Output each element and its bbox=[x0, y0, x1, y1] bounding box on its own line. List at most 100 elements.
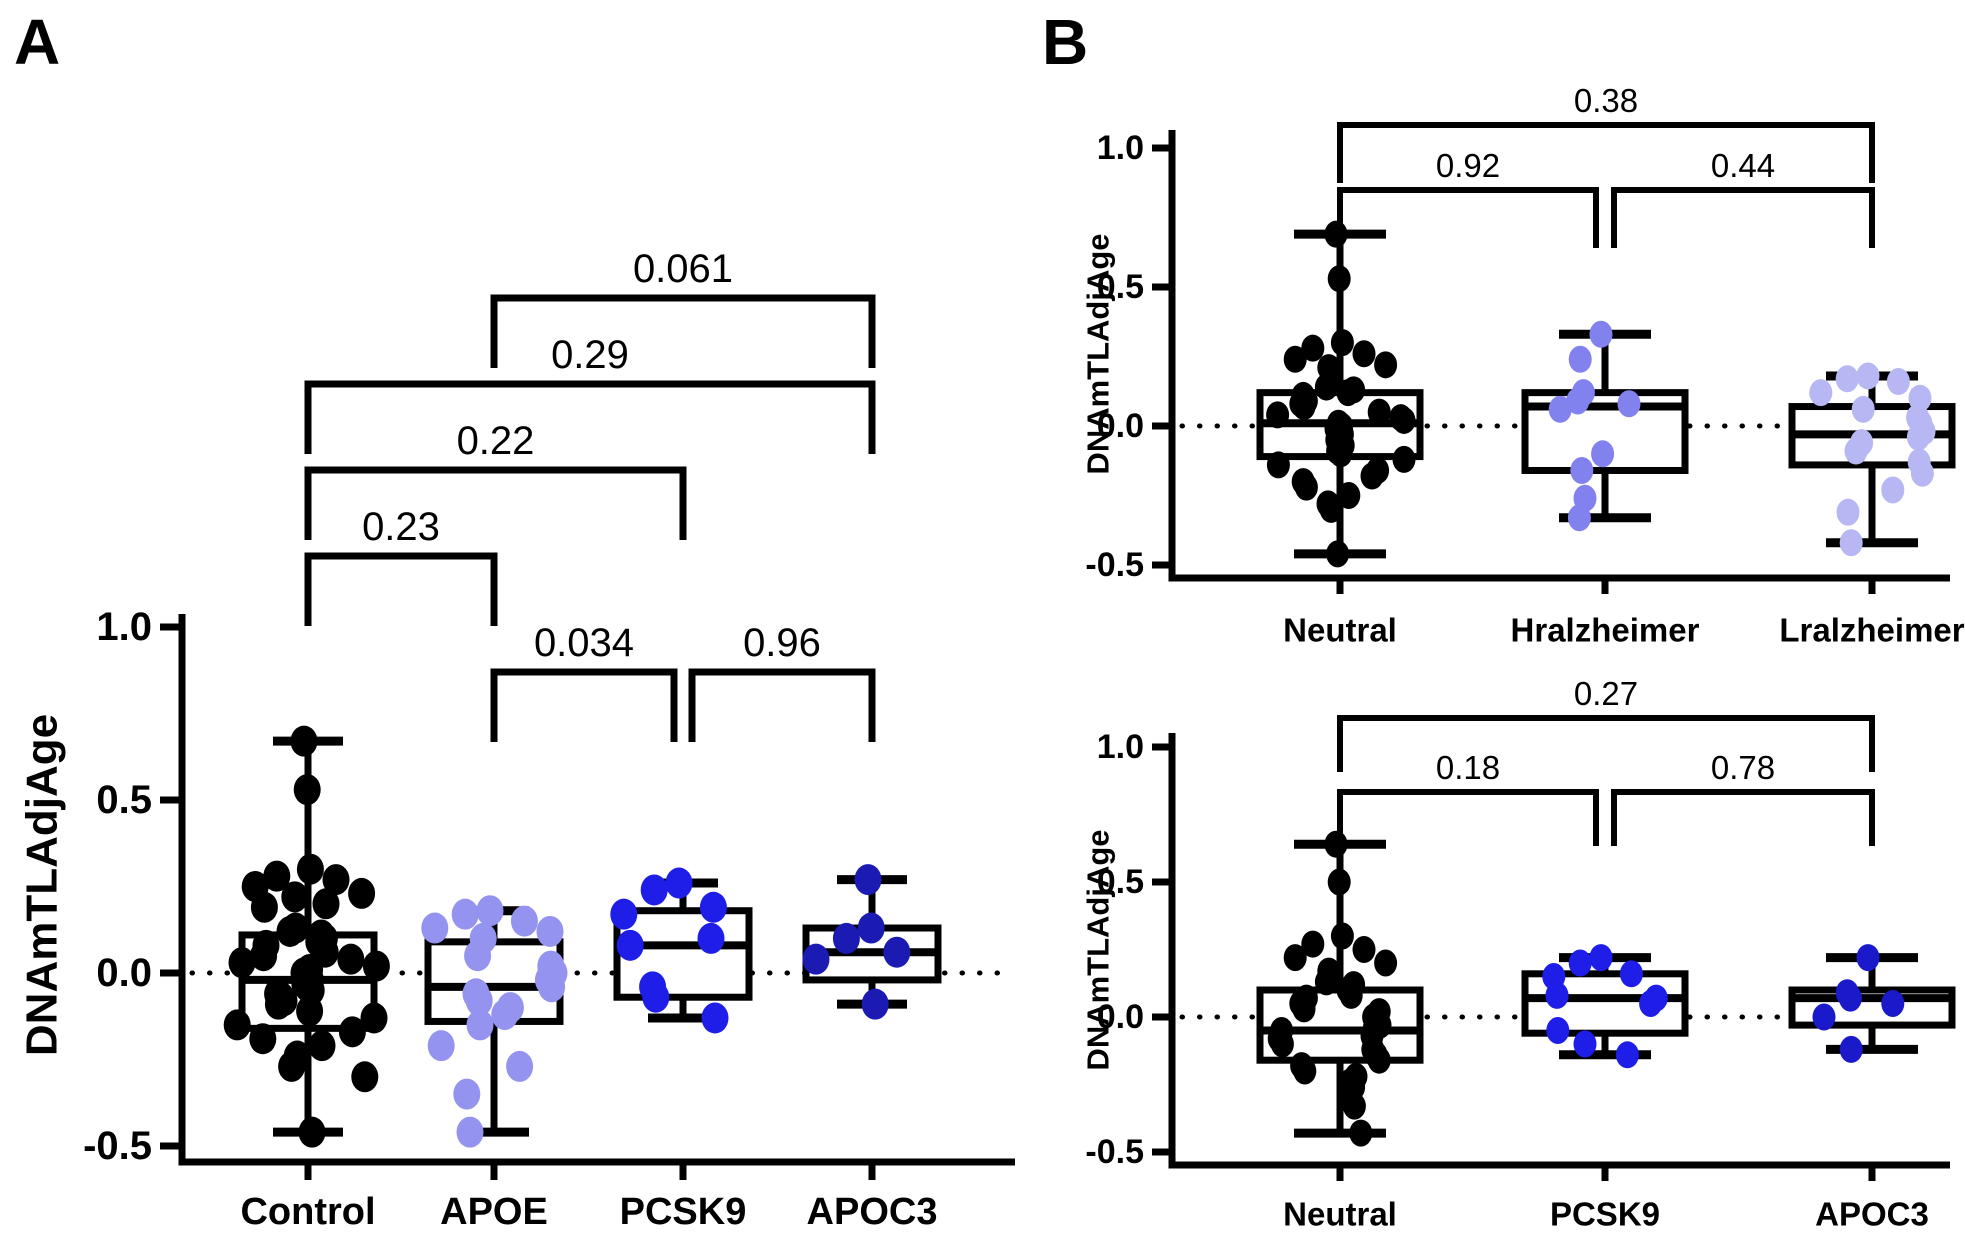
data-point bbox=[1342, 1092, 1366, 1120]
panel-b-bottom-pvalue-label: 0.18 bbox=[1436, 749, 1500, 786]
data-point bbox=[1809, 379, 1833, 407]
panel-a-bracket bbox=[304, 466, 687, 540]
panel-a-pvalue-label: 0.22 bbox=[457, 419, 535, 463]
data-point bbox=[616, 929, 644, 961]
panel-a-group-control: Control bbox=[223, 725, 390, 1233]
data-point bbox=[1881, 990, 1905, 1017]
data-point bbox=[466, 1009, 494, 1041]
data-point bbox=[298, 1116, 326, 1148]
panel-b-top-y-axis-title: DNAmTLAdjAge bbox=[1081, 233, 1116, 474]
data-point bbox=[1270, 1030, 1294, 1058]
data-point bbox=[1839, 529, 1863, 557]
data-point bbox=[1392, 445, 1416, 473]
data-point bbox=[1301, 334, 1325, 362]
data-point bbox=[1352, 936, 1376, 963]
data-point bbox=[1639, 990, 1663, 1017]
data-point bbox=[464, 940, 492, 972]
data-point bbox=[278, 1050, 306, 1082]
panel-a-y-axis-title: DNAmTLAdjAge bbox=[18, 714, 67, 1056]
panel-b-top-pvalue-label: 0.38 bbox=[1574, 82, 1638, 119]
panel-b-top: 1.0 0.5 0.0 -0.5 DNAmTLAdjAge Neutral Hralzhei… bbox=[1081, 82, 1965, 649]
data-point bbox=[322, 864, 350, 896]
data-point bbox=[1589, 320, 1613, 348]
data-point bbox=[250, 940, 278, 972]
data-point bbox=[1812, 1003, 1836, 1031]
data-point bbox=[536, 915, 564, 947]
data-point bbox=[701, 1002, 729, 1034]
data-point bbox=[465, 985, 493, 1017]
panel-a-category-label: APOE bbox=[440, 1191, 548, 1233]
panel-b-label: B bbox=[1042, 6, 1089, 78]
data-point bbox=[610, 898, 638, 930]
data-point bbox=[1568, 949, 1592, 977]
data-point bbox=[338, 1016, 366, 1048]
data-point bbox=[1292, 995, 1316, 1023]
panel-b-bottom-pvalue-label: 0.27 bbox=[1574, 675, 1638, 712]
data-point bbox=[1349, 1119, 1373, 1147]
panel-b-top-ytick-label: -0.5 bbox=[1085, 546, 1144, 584]
data-point bbox=[1615, 1041, 1639, 1069]
panel-a-pvalue-label: 0.034 bbox=[534, 621, 634, 665]
data-point bbox=[1886, 368, 1910, 396]
data-point bbox=[1337, 482, 1361, 509]
data-point bbox=[360, 1002, 388, 1034]
data-point bbox=[1301, 930, 1325, 958]
panel-b-top-group-hralzheimer: Hralzheimer bbox=[1511, 320, 1700, 649]
data-point bbox=[1336, 379, 1360, 407]
data-point bbox=[1374, 351, 1398, 379]
data-point bbox=[293, 774, 321, 806]
panel-b-bottom-category-label: APOC3 bbox=[1815, 1196, 1929, 1233]
data-point bbox=[276, 915, 304, 947]
panel-b-top-bracket bbox=[1337, 122, 1875, 183]
data-point bbox=[1266, 451, 1290, 479]
data-point bbox=[1292, 393, 1316, 421]
panel-b-bottom-category-label: PCSK9 bbox=[1550, 1196, 1660, 1233]
data-point bbox=[312, 888, 340, 920]
data-point bbox=[1324, 220, 1348, 248]
data-point bbox=[1835, 365, 1859, 393]
data-point bbox=[1589, 944, 1613, 972]
panel-a-group-apoc3: APOC3 bbox=[802, 864, 942, 1233]
panel-b-top-ytick-label: 1.0 bbox=[1097, 129, 1144, 167]
panel-a-label: A bbox=[14, 6, 61, 78]
data-point bbox=[1566, 387, 1590, 415]
data-point bbox=[1838, 984, 1862, 1012]
panel-b-top-pvalue-label: 0.92 bbox=[1436, 147, 1500, 184]
panel-b-top-category-label: Hralzheimer bbox=[1511, 612, 1700, 649]
data-point bbox=[1570, 456, 1594, 484]
data-point bbox=[640, 874, 668, 906]
panel-b-top-ytick-label: 0.0 bbox=[1097, 407, 1144, 445]
data-point bbox=[1619, 960, 1643, 988]
data-point bbox=[1319, 495, 1343, 523]
data-point bbox=[281, 881, 309, 913]
data-point bbox=[642, 981, 670, 1013]
panel-b-top-bracket bbox=[1337, 187, 1599, 248]
data-point bbox=[1851, 395, 1875, 423]
data-point bbox=[456, 1116, 484, 1148]
panel-b-bottom-y-axis-title: DNAmTLAdjAge bbox=[1081, 829, 1116, 1070]
data-point bbox=[1314, 373, 1338, 401]
panel-b-bottom-ytick-label: 0.0 bbox=[1097, 998, 1144, 1036]
panel-b-top-ytick-label: 0.5 bbox=[1097, 268, 1144, 306]
data-point bbox=[228, 947, 256, 979]
data-point bbox=[1360, 462, 1384, 490]
panel-a-category-label: PCSK9 bbox=[620, 1191, 747, 1233]
data-point bbox=[1545, 981, 1569, 1009]
data-point bbox=[802, 943, 830, 975]
panel-a-bracket bbox=[688, 668, 876, 742]
data-point bbox=[453, 1078, 481, 1110]
data-point bbox=[832, 922, 860, 954]
panel-b-bottom-ytick-label: -0.5 bbox=[1085, 1133, 1144, 1171]
data-point bbox=[697, 922, 725, 954]
panel-a: 1.0 0.5 0.0 -0.5 DNAmTLAdjAge Control APOE PCSK… bbox=[18, 247, 1015, 1233]
panel-b-bottom-bracket bbox=[1337, 715, 1875, 772]
data-point bbox=[1844, 437, 1868, 465]
data-point bbox=[1266, 401, 1290, 429]
data-point bbox=[476, 895, 504, 927]
panel-a-ytick-label: 0.0 bbox=[96, 951, 152, 995]
data-point bbox=[1324, 830, 1348, 858]
data-point bbox=[857, 912, 885, 944]
panel-b-top-category-label: Neutral bbox=[1283, 612, 1397, 649]
data-point bbox=[1329, 440, 1353, 468]
